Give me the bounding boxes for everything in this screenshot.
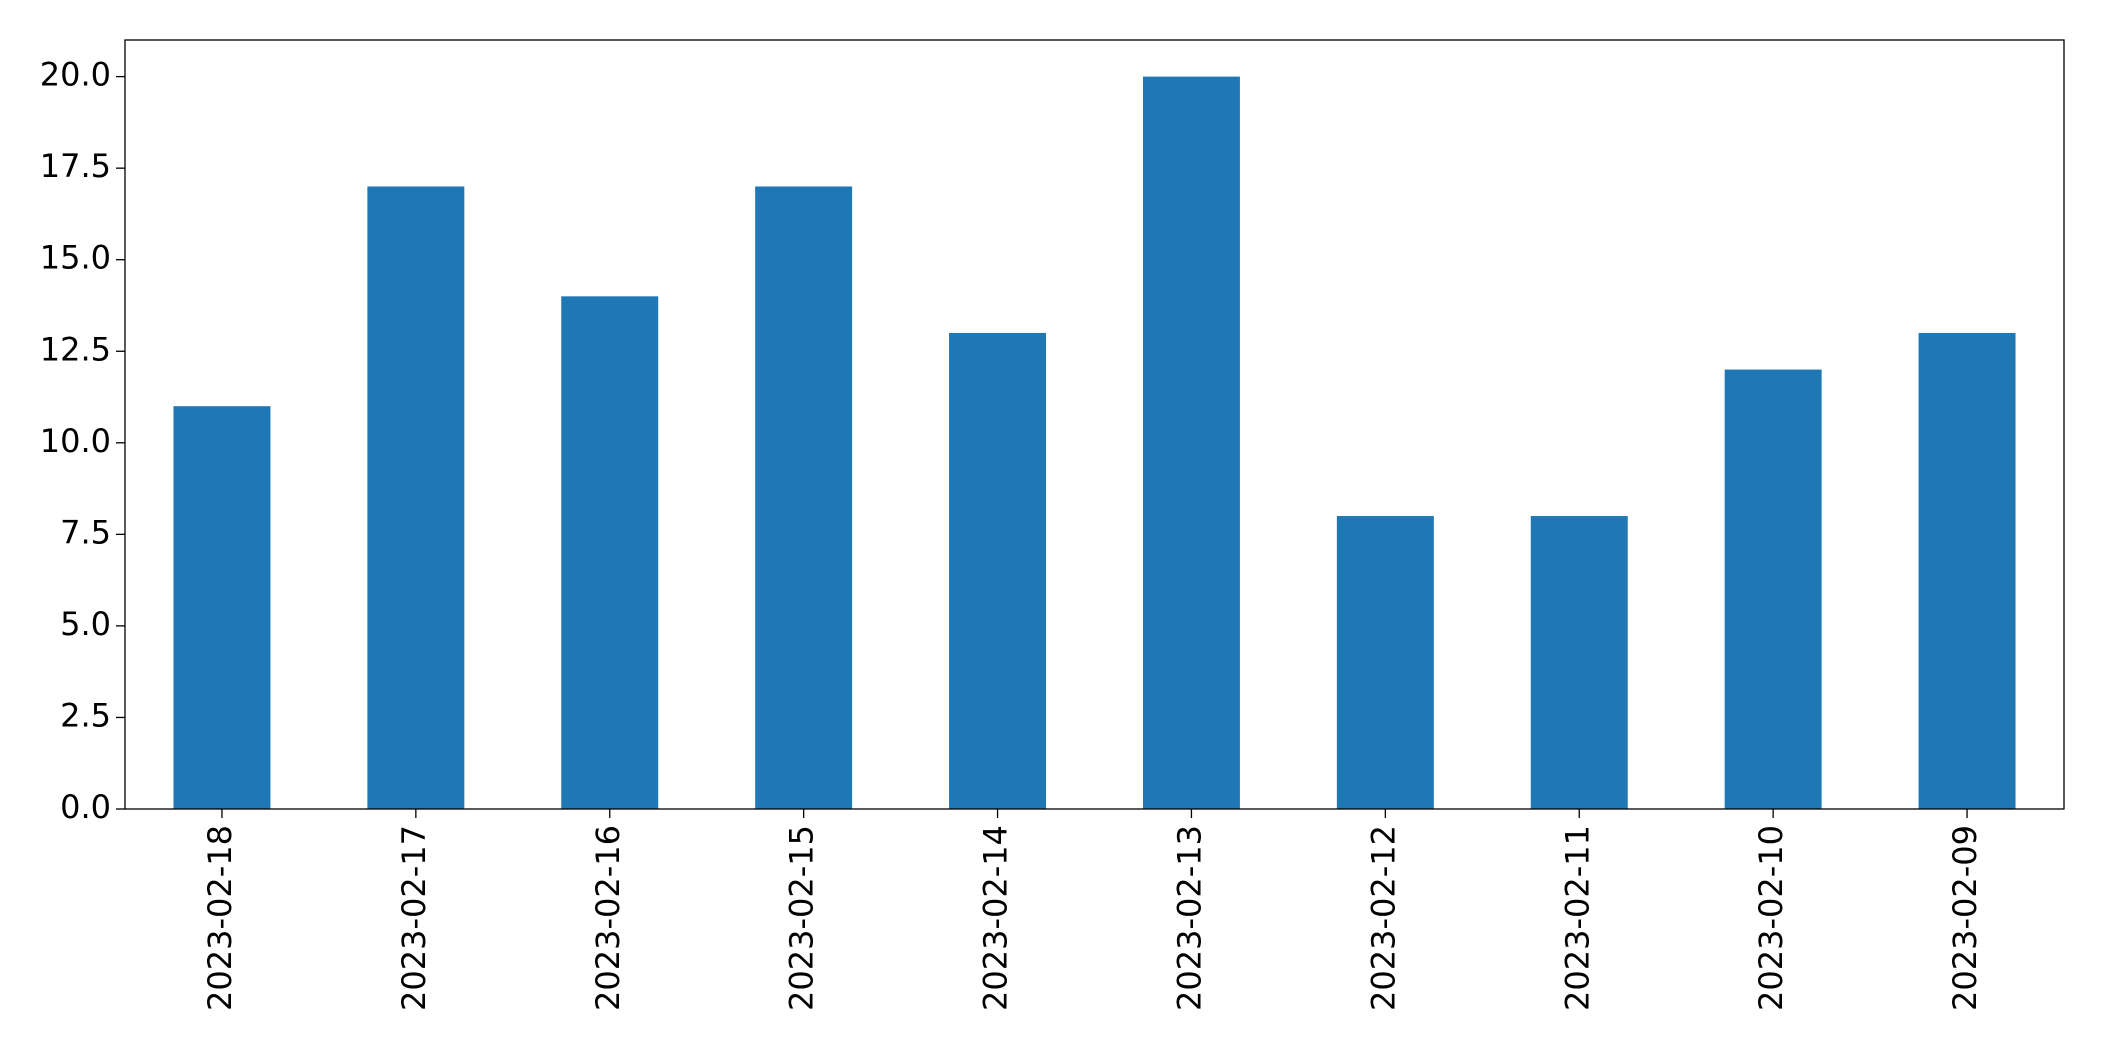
y-tick-label: 10.0 (40, 422, 111, 460)
bar (1530, 516, 1628, 809)
plot-frame (124, 39, 2065, 810)
x-tick-label: 2023-02-15 (783, 825, 821, 1011)
y-tick-label: 7.5 (60, 513, 111, 551)
y-tick-label: 17.5 (40, 147, 111, 185)
y-tick-label: 5.0 (60, 605, 111, 643)
x-tick-label: 2023-02-12 (1364, 825, 1402, 1011)
bar (949, 332, 1047, 809)
x-tick-label: 2023-02-16 (589, 825, 627, 1011)
y-tick-label: 20.0 (40, 56, 111, 94)
bar (1142, 76, 1240, 810)
bar (1724, 369, 1822, 809)
x-tick-label: 2023-02-10 (1752, 825, 1790, 1011)
x-tick-label: 2023-02-18 (201, 825, 239, 1011)
x-tick-label: 2023-02-14 (977, 825, 1015, 1011)
y-tick-label: 2.5 (60, 696, 111, 734)
bar (173, 406, 271, 809)
bar (561, 296, 659, 809)
x-tick-label: 2023-02-11 (1558, 825, 1596, 1011)
y-tick-label: 12.5 (40, 330, 111, 368)
bar (1918, 332, 2016, 809)
x-tick-label: 2023-02-09 (1946, 825, 1984, 1011)
x-tick-label: 2023-02-17 (395, 825, 433, 1011)
bar (367, 186, 465, 809)
y-tick-label: 0.0 (60, 788, 111, 826)
bar (1336, 516, 1434, 809)
y-tick-label: 15.0 (40, 239, 111, 277)
x-tick-label: 2023-02-13 (1170, 825, 1208, 1011)
bar (755, 186, 853, 809)
